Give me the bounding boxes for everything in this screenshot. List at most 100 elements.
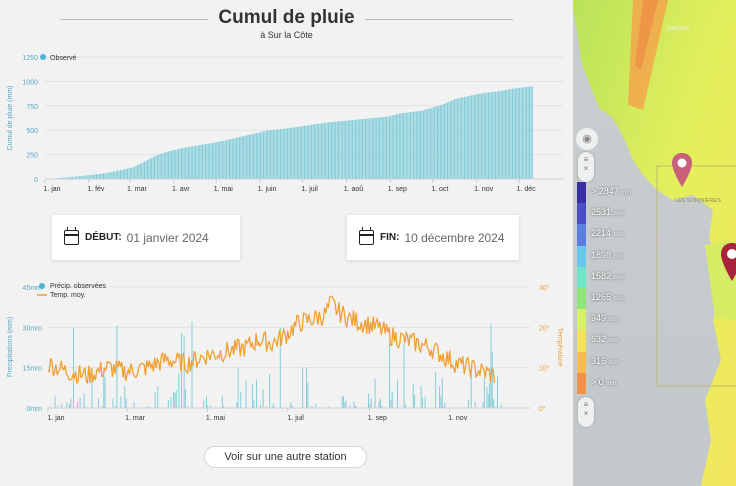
precip-bar xyxy=(315,403,317,408)
cumul-bar xyxy=(410,112,412,179)
legend-row: > 2847 mm xyxy=(577,182,633,204)
cumul-bar xyxy=(316,123,318,179)
cumul-bar xyxy=(298,126,300,179)
cumul-bar xyxy=(311,124,313,179)
cumul-bar xyxy=(357,119,359,179)
legend-row: 632 mm xyxy=(577,330,633,352)
cumul-bar xyxy=(275,129,277,179)
cumul-bar xyxy=(186,147,188,179)
precip-bar xyxy=(328,406,330,408)
end-date-box[interactable]: FIN: 10 décembre 2024 xyxy=(347,215,519,260)
cumul-bar xyxy=(421,110,423,179)
cumul-bar xyxy=(97,174,99,179)
cumul-bar xyxy=(136,165,138,179)
cumul-bar xyxy=(262,131,264,179)
cumul-bar xyxy=(386,116,388,179)
calendar-icon xyxy=(359,227,374,245)
precip-bar xyxy=(389,342,391,408)
cumul-bar xyxy=(237,137,239,179)
cumul-bar xyxy=(217,141,219,179)
precip-bar xyxy=(349,405,351,408)
legend-label: Observé xyxy=(50,55,77,62)
precip-bar xyxy=(440,396,442,408)
precip-bar xyxy=(49,406,51,408)
legend-row: 1582 mm xyxy=(577,266,633,288)
precip-bar xyxy=(207,405,209,408)
precip-bar xyxy=(124,385,126,408)
cumul-bar xyxy=(523,87,525,179)
cumul-bar xyxy=(487,92,489,179)
cumul-bar xyxy=(411,111,413,179)
legend-row: 1265 mm xyxy=(577,287,633,310)
cumul-bar xyxy=(356,119,358,179)
cumul-bar xyxy=(480,93,482,179)
cumul-bar xyxy=(284,128,286,179)
precip-bar xyxy=(187,406,189,408)
cumul-bar xyxy=(432,107,434,179)
map-pin-icon[interactable] xyxy=(671,152,693,188)
end-date-label: FIN: xyxy=(380,232,400,243)
chart-panel: Cumul de pluie à Sur la Côte 0 250 500 750 1… xyxy=(7,7,563,468)
legend-row: 316 mm xyxy=(577,351,633,373)
cumul-bar xyxy=(70,176,72,179)
precip-bar xyxy=(483,377,485,408)
cumul-bar xyxy=(526,86,528,179)
cumul-bar xyxy=(101,173,103,179)
precip-bar xyxy=(101,406,103,408)
map-panel[interactable]: NANTES LES SORINIÈRES ◉ ≡ × > 2847 mm 2531… xyxy=(573,0,736,486)
legend-row: 2531 mm xyxy=(577,203,633,225)
cumul-bar xyxy=(428,108,430,179)
precip-bar xyxy=(221,395,223,408)
precip-bar xyxy=(104,376,106,408)
y-left-tick-label: 45mm xyxy=(23,285,43,292)
cumul-bar xyxy=(318,123,320,179)
precip-bar xyxy=(245,380,247,408)
precip-bar xyxy=(306,367,308,408)
cumul-bar xyxy=(417,111,419,179)
layer-toggle-top[interactable]: ≡ × xyxy=(578,152,594,182)
cumul-bar xyxy=(343,120,345,179)
page-subtitle: à Sur la Côte xyxy=(260,30,313,40)
other-station-button[interactable]: Voir sur une autre station xyxy=(204,446,367,468)
cumul-bar xyxy=(255,133,257,179)
cumul-bar xyxy=(285,128,287,179)
cumul-bar xyxy=(261,131,263,179)
cumul-bar xyxy=(61,177,63,179)
legend-value: 316 mm xyxy=(591,355,619,366)
precip-bar xyxy=(70,398,72,408)
precip-bar xyxy=(391,391,393,408)
precip-bar xyxy=(83,393,85,408)
cumul-bar xyxy=(473,94,475,179)
cumul-bar xyxy=(115,171,117,179)
precip-bar xyxy=(344,402,346,408)
cumul-bar xyxy=(209,143,211,179)
cumul-bar xyxy=(294,127,296,179)
map-pin-selected-icon[interactable] xyxy=(720,242,736,282)
cumul-bar xyxy=(162,153,164,179)
cumul-bar xyxy=(144,161,146,179)
cumul-bar xyxy=(192,146,194,179)
start-date-box[interactable]: DÉBUT: 01 janvier 2024 xyxy=(52,215,240,260)
precip-bar xyxy=(66,402,68,408)
cumul-bar xyxy=(100,173,102,179)
cumul-bar xyxy=(312,124,314,179)
eye-icon[interactable]: ◉ xyxy=(576,128,598,150)
precip-bar xyxy=(253,400,255,408)
cumul-bar xyxy=(441,104,443,179)
legend-value: 949 mm xyxy=(591,313,619,324)
cumul-bar xyxy=(400,113,402,179)
cumul-bar xyxy=(292,127,294,179)
cumul-bar xyxy=(404,112,406,179)
precip-bar xyxy=(345,400,347,408)
precip-bar xyxy=(145,406,147,408)
cumul-bar xyxy=(442,104,444,179)
cumul-bar xyxy=(104,173,106,179)
cumul-bar xyxy=(454,99,456,179)
cumul-bar xyxy=(69,177,71,179)
temp-line xyxy=(47,295,496,385)
cumul-bar xyxy=(272,129,274,179)
cumul-bar xyxy=(156,155,158,179)
precip-bar xyxy=(116,325,118,408)
layer-toggle-bottom[interactable]: ≡ × xyxy=(578,397,594,427)
cumul-bar xyxy=(271,129,273,179)
